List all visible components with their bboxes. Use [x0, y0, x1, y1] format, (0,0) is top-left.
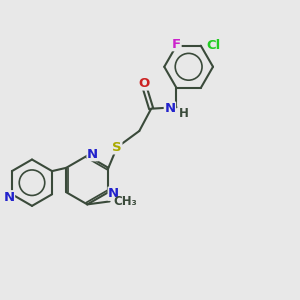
- Text: F: F: [172, 38, 181, 51]
- Text: N: N: [87, 148, 98, 161]
- Text: O: O: [138, 77, 149, 90]
- Text: S: S: [112, 141, 122, 154]
- Text: CH₃: CH₃: [113, 195, 137, 208]
- Text: N: N: [164, 102, 175, 115]
- Text: N: N: [108, 187, 119, 200]
- Text: H: H: [179, 106, 189, 120]
- Text: Cl: Cl: [207, 39, 221, 52]
- Text: N: N: [3, 191, 14, 204]
